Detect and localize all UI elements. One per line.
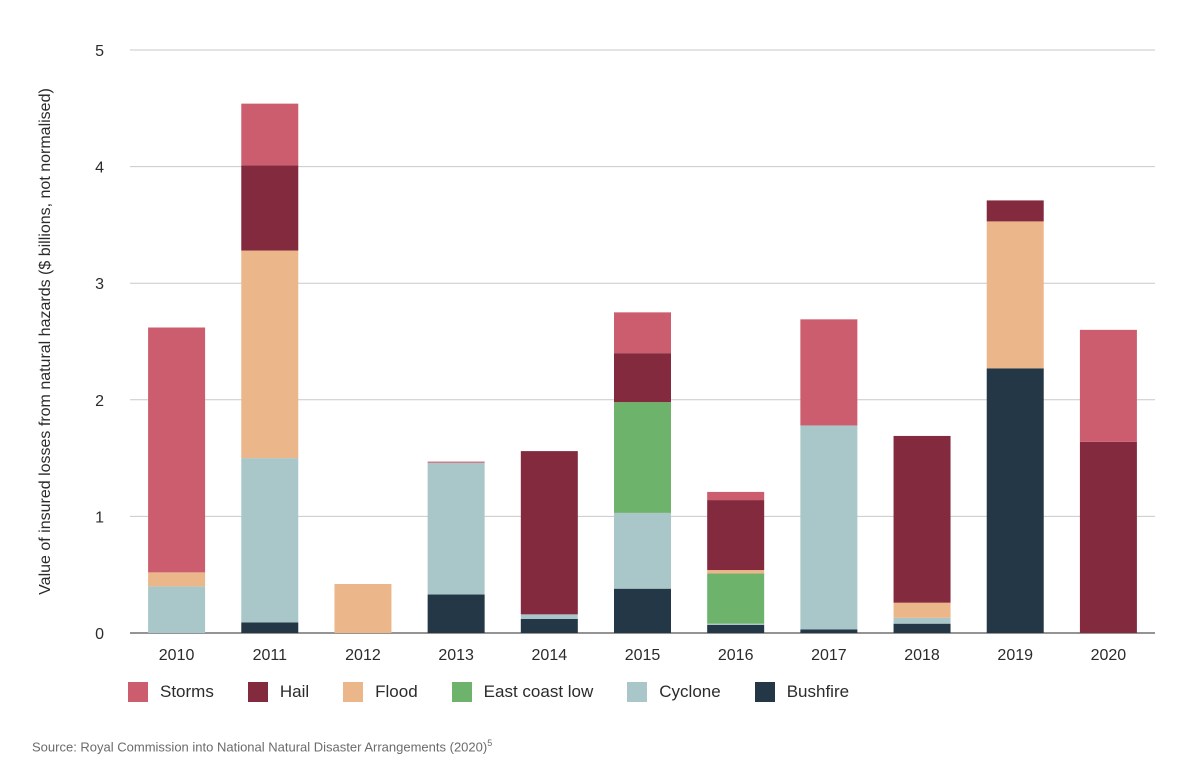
x-tick-label: 2014 bbox=[532, 647, 568, 664]
x-tick-label: 2010 bbox=[159, 647, 195, 664]
legend-item-flood: Flood bbox=[343, 682, 418, 702]
bar-segment-hail-2019 bbox=[986, 200, 1044, 222]
x-tick-label: 2019 bbox=[997, 647, 1033, 664]
source-note: Source: Royal Commission into National N… bbox=[32, 738, 492, 754]
bar-segment-hail-2011 bbox=[241, 165, 299, 251]
legend-swatch bbox=[128, 682, 148, 702]
x-tick-label: 2016 bbox=[718, 647, 754, 664]
bar-segment-cyclone-2016 bbox=[707, 623, 765, 625]
legend-swatch bbox=[247, 682, 268, 702]
bar-segment-bushfire-2019 bbox=[986, 368, 1044, 633]
legend-label: Storms bbox=[160, 682, 214, 701]
legend-label: Hail bbox=[279, 682, 310, 701]
bar-segment-bushfire-2014 bbox=[520, 619, 578, 633]
source-text: Source: Royal Commission into National N… bbox=[32, 739, 488, 755]
bar-segment-hail-2016 bbox=[707, 500, 765, 571]
legend-swatch bbox=[451, 682, 472, 702]
bar-segment-cyclone-2013 bbox=[427, 462, 485, 595]
x-axis-ticks: 2010 2011 2012 2013 2014 2015 2016 2017 2018 2019… bbox=[159, 647, 1127, 664]
legend-item-east-coast-low: East coast low bbox=[451, 682, 594, 702]
x-tick-label: 2013 bbox=[438, 647, 474, 664]
bar-segment-flood-2011 bbox=[241, 250, 299, 459]
bar-segment-cyclone-2018 bbox=[893, 617, 951, 624]
y-tick-label: 3 bbox=[95, 276, 104, 293]
bar-segment-east-coast-low-2016 bbox=[707, 573, 765, 624]
y-tick-label: 5 bbox=[95, 43, 104, 60]
bar-segment-hail-2015 bbox=[614, 353, 671, 403]
bar-segment-flood-2018 bbox=[893, 602, 951, 618]
bar-segment-storms-2017 bbox=[800, 319, 858, 426]
y-tick-label: 2 bbox=[95, 393, 104, 410]
y-axis-ticks: 0 1 2 3 4 5 bbox=[95, 43, 104, 643]
legend-label: East coast low bbox=[483, 682, 594, 701]
bar-segment-hail-2020 bbox=[1079, 441, 1137, 633]
bar-segment-storms-2013 bbox=[427, 461, 485, 463]
x-tick-label: 2011 bbox=[253, 647, 288, 664]
bar-segment-flood-2019 bbox=[986, 221, 1044, 369]
legend-label: Cyclone bbox=[659, 682, 721, 701]
chart-legend: Storms Hail Flood East coast low Cyclone Bush… bbox=[128, 682, 883, 702]
bar-segment-storms-2011 bbox=[241, 103, 299, 166]
source-footnote-marker: 5 bbox=[487, 738, 493, 748]
bar-segment-hail-2018 bbox=[893, 435, 951, 603]
legend-label: Flood bbox=[375, 682, 418, 701]
bar-segment-hail-2014 bbox=[520, 451, 578, 615]
bar-segment-bushfire-2011 bbox=[241, 622, 299, 633]
x-tick-label: 2017 bbox=[811, 647, 847, 664]
legend-swatch bbox=[754, 682, 775, 702]
bar-segment-bushfire-2016 bbox=[707, 624, 765, 633]
legend-item-bushfire: Bushfire bbox=[754, 682, 850, 702]
x-tick-label: 2018 bbox=[904, 647, 940, 664]
x-tick-label: 2012 bbox=[345, 647, 381, 664]
bar-segment-flood-2012 bbox=[334, 584, 392, 633]
bar-segment-storms-2010 bbox=[148, 327, 206, 573]
bar-segment-flood-2010 bbox=[148, 572, 206, 587]
bar-segment-storms-2016 bbox=[707, 491, 765, 501]
y-tick-label: 4 bbox=[95, 160, 104, 177]
bar-segment-bushfire-2013 bbox=[427, 594, 485, 633]
bar-segment-cyclone-2015 bbox=[614, 512, 671, 589]
bar-segment-bushfire-2017 bbox=[800, 629, 858, 633]
legend-swatch bbox=[627, 682, 648, 702]
bar-segment-storms-2015 bbox=[614, 312, 671, 354]
bar-segment-bushfire-2018 bbox=[893, 623, 951, 633]
y-axis-title: Value of insured losses from natural haz… bbox=[37, 88, 54, 595]
legend-label: Bushfire bbox=[786, 682, 850, 701]
bar-stacks bbox=[148, 103, 1137, 633]
y-tick-label: 0 bbox=[95, 626, 104, 643]
bar-segment-cyclone-2011 bbox=[241, 458, 299, 623]
bar-segment-cyclone-2010 bbox=[148, 586, 206, 633]
bar-segment-flood-2016 bbox=[707, 570, 765, 574]
legend-item-hail: Hail bbox=[247, 682, 310, 702]
legend-item-cyclone: Cyclone bbox=[627, 682, 721, 702]
legend-item-storms: Storms bbox=[128, 682, 214, 702]
legend-swatch bbox=[343, 682, 364, 702]
x-tick-label: 2020 bbox=[1091, 647, 1127, 664]
bar-segment-bushfire-2015 bbox=[614, 588, 671, 633]
bar-segment-east-coast-low-2015 bbox=[614, 402, 671, 513]
x-tick-label: 2015 bbox=[625, 647, 661, 664]
y-tick-label: 1 bbox=[95, 509, 104, 526]
bar-segment-cyclone-2017 bbox=[800, 425, 858, 630]
bar-segment-storms-2020 bbox=[1079, 329, 1137, 442]
bar-segment-cyclone-2014 bbox=[520, 614, 578, 620]
